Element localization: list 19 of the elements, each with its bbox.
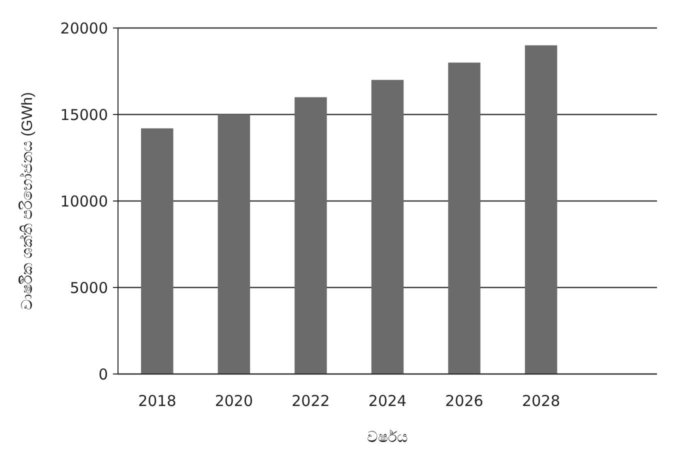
y-tick-label: 10000 — [60, 192, 108, 210]
y-tick-label: 5000 — [70, 278, 108, 297]
bar — [524, 45, 558, 374]
bar — [294, 97, 327, 374]
x-tick-label: 2020 — [214, 392, 254, 410]
x-tick-label: 2026 — [445, 392, 484, 410]
bar — [448, 62, 480, 374]
x-tick-label: 2024 — [368, 392, 407, 410]
x-axis-title: වර්ෂය — [367, 429, 408, 446]
bar — [141, 128, 174, 374]
bar — [218, 114, 250, 374]
bar — [371, 80, 404, 374]
x-tick-label: 2028 — [522, 392, 560, 410]
y-axis-title: වාර්ෂික ශක්ති පරිභෝජනය (GWh) — [18, 92, 36, 310]
x-tick-label: 2018 — [138, 392, 176, 410]
y-tick-label: 0 — [98, 365, 108, 384]
y-tick-label: 15000 — [60, 106, 108, 124]
x-tick-label: 2022 — [292, 392, 330, 410]
y-tick-label: 20000 — [60, 19, 108, 38]
